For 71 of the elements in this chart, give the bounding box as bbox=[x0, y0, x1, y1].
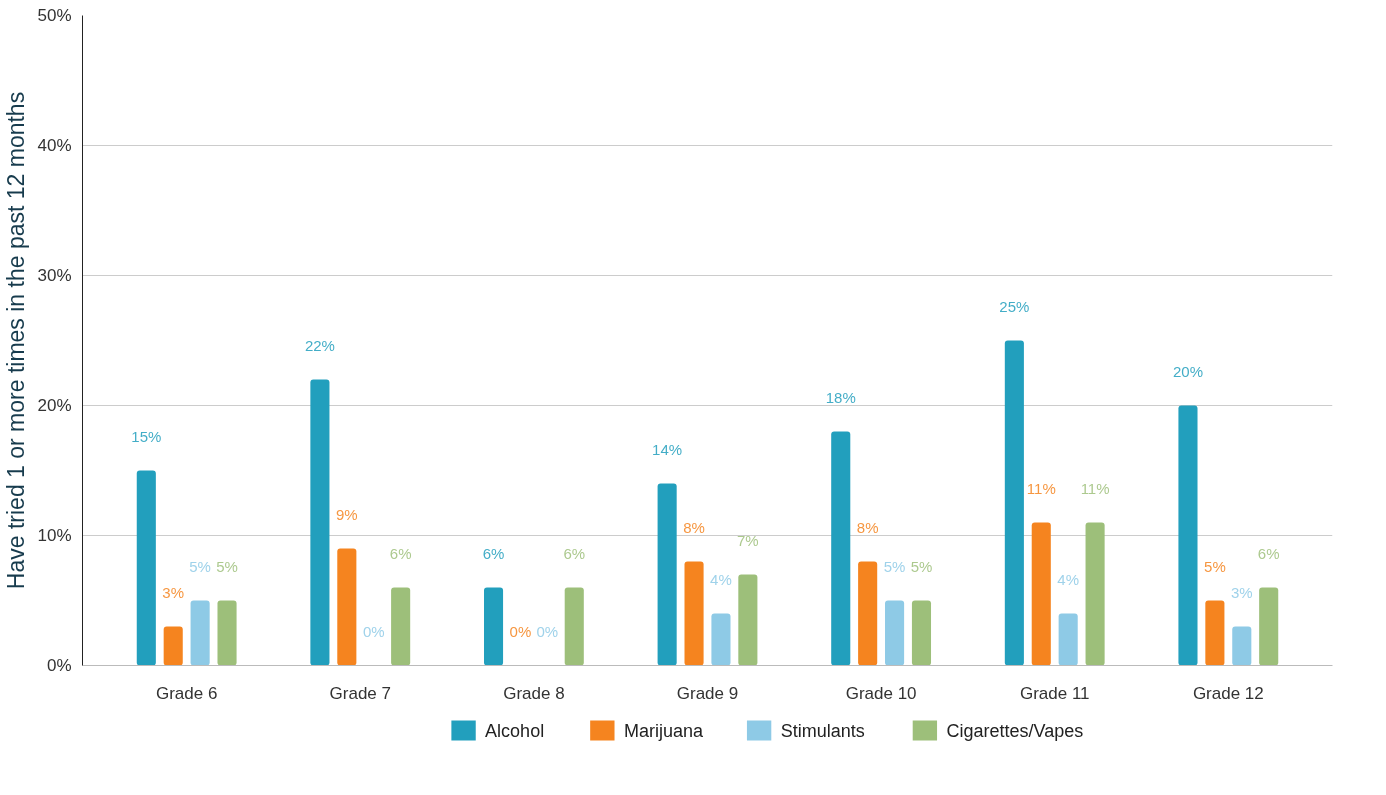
data-label: 8% bbox=[683, 518, 705, 536]
bar bbox=[190, 600, 210, 666]
bar bbox=[1178, 405, 1198, 666]
data-label: 5% bbox=[189, 557, 211, 575]
data-label: 6% bbox=[563, 544, 586, 562]
bar bbox=[483, 587, 504, 666]
data-label: 5% bbox=[216, 557, 238, 575]
bar bbox=[163, 626, 183, 666]
data-label: 3% bbox=[1230, 583, 1253, 601]
bar bbox=[1085, 522, 1105, 666]
bar bbox=[310, 379, 330, 666]
y-tick-label: 20% bbox=[37, 396, 72, 415]
y-tick-label: 10% bbox=[37, 526, 72, 545]
legend-label: Alcohol bbox=[485, 720, 545, 741]
y-tick-label: 50% bbox=[37, 6, 72, 25]
y-tick-label: 0% bbox=[46, 656, 72, 675]
x-tick-label: Grade 10 bbox=[845, 683, 917, 703]
data-label: 0% bbox=[536, 622, 559, 640]
x-tick-label: Grade 11 bbox=[1019, 683, 1090, 703]
legend-label: Stimulants bbox=[780, 720, 865, 741]
y-tick-label: 40% bbox=[37, 136, 72, 155]
data-label: 5% bbox=[910, 557, 933, 575]
data-label: 5% bbox=[1204, 557, 1226, 575]
data-label: 22% bbox=[304, 336, 335, 354]
data-label: 20% bbox=[1172, 362, 1203, 380]
bar bbox=[136, 470, 156, 666]
bar bbox=[657, 483, 677, 666]
bar bbox=[564, 587, 584, 666]
bar bbox=[885, 600, 905, 666]
bar bbox=[911, 600, 932, 666]
legend-label: Marijuana bbox=[623, 720, 704, 741]
x-tick-label: Grade 6 bbox=[155, 683, 218, 703]
data-label: 9% bbox=[335, 505, 358, 523]
data-label: 7% bbox=[737, 531, 759, 549]
x-tick-label: Grade 8 bbox=[503, 683, 565, 703]
data-label: 11% bbox=[1080, 479, 1110, 497]
x-tick-label: Grade 7 bbox=[329, 683, 391, 703]
bar bbox=[1058, 613, 1078, 666]
data-label: 4% bbox=[1057, 570, 1080, 588]
x-tick-label: Grade 12 bbox=[1192, 683, 1264, 703]
bar bbox=[1259, 587, 1279, 666]
data-label: 25% bbox=[999, 297, 1030, 315]
bar bbox=[1205, 600, 1225, 666]
data-label: 6% bbox=[482, 544, 505, 562]
data-label: 6% bbox=[1257, 544, 1280, 562]
data-label: 4% bbox=[710, 570, 732, 588]
data-label: 11% bbox=[1026, 479, 1056, 497]
y-tick-label: 30% bbox=[37, 266, 72, 285]
bar bbox=[1232, 626, 1252, 666]
bar bbox=[1004, 340, 1024, 666]
bar bbox=[337, 548, 357, 666]
data-label: 0% bbox=[509, 622, 532, 640]
x-tick-label: Grade 9 bbox=[676, 683, 739, 703]
bar bbox=[858, 561, 878, 666]
data-label: 15% bbox=[131, 427, 162, 445]
bar bbox=[217, 600, 237, 666]
bar bbox=[391, 587, 411, 666]
y-axis-title: Have tried 1 or more times in the past 12 months bbox=[3, 91, 30, 590]
bar bbox=[738, 574, 758, 666]
data-label: 5% bbox=[883, 557, 906, 575]
data-label: 6% bbox=[389, 544, 412, 562]
legend-label: Cigarettes/Vapes bbox=[946, 720, 1084, 741]
data-label: 8% bbox=[856, 518, 879, 536]
bar bbox=[831, 431, 851, 666]
data-label: 3% bbox=[162, 583, 185, 601]
data-label: 14% bbox=[652, 440, 683, 458]
bar bbox=[1031, 522, 1051, 666]
data-label: 18% bbox=[825, 388, 856, 406]
bar bbox=[684, 561, 704, 666]
data-label: 0% bbox=[362, 622, 385, 640]
bar bbox=[711, 613, 731, 666]
